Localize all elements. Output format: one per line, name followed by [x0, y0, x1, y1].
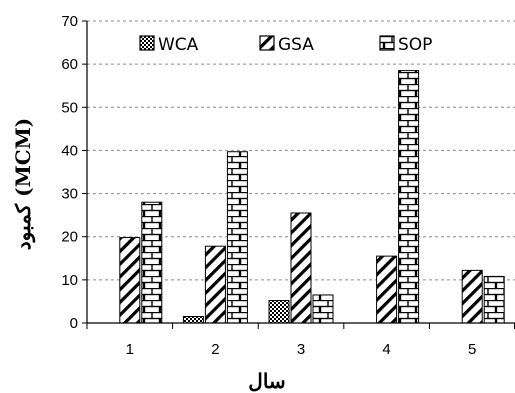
- bar-sop-2: [226, 151, 248, 324]
- x-tick-label-1: 1: [126, 341, 134, 358]
- x-axis-title: سال: [248, 369, 285, 393]
- legend-swatch-sop: [379, 35, 395, 51]
- legend-label-gsa: GSA: [278, 35, 314, 55]
- bars: [119, 70, 505, 324]
- x-tick-label-5: 5: [468, 341, 476, 358]
- bar-sop-1: [141, 201, 163, 324]
- y-tick-label-30: 30: [61, 186, 78, 203]
- x-tick-label-2: 2: [211, 341, 219, 358]
- bar-sop-4: [398, 70, 420, 324]
- gridlines: [87, 20, 515, 281]
- y-tick-label-20: 20: [61, 229, 78, 246]
- y-tick-label-50: 50: [61, 99, 78, 116]
- bar-sop-5: [483, 275, 505, 324]
- y-tick-label-70: 70: [61, 13, 78, 30]
- bar-sop-3: [312, 294, 334, 324]
- x-tick-label-3: 3: [297, 341, 305, 358]
- y-axis-title: کمبود (MCM): [11, 118, 36, 250]
- legend-label-wca: WCA: [158, 35, 199, 55]
- tick-labels: 0 10 20 30 40 50 60 70 1 2 3 4 5: [61, 13, 476, 358]
- y-tick-label-10: 10: [61, 272, 78, 289]
- bar-gsa-4: [376, 255, 398, 324]
- x-tick-label-4: 4: [382, 341, 390, 358]
- y-tick-label-0: 0: [70, 315, 78, 332]
- legend-swatch-gsa: [259, 35, 275, 51]
- bar-gsa-2: [204, 245, 226, 324]
- bar-gsa-5: [461, 269, 483, 324]
- bar-gsa-1: [119, 237, 141, 324]
- bar-wca-2: [182, 316, 204, 324]
- y-tick-label-40: 40: [61, 142, 78, 159]
- bar-gsa-3: [290, 212, 312, 324]
- bar-wca-3: [268, 300, 290, 324]
- legend-swatch-wca: [139, 35, 155, 51]
- legend-label-sop: SOP: [398, 35, 432, 55]
- axes: [82, 20, 515, 329]
- y-tick-label-60: 60: [61, 56, 78, 73]
- legend: WCA GSA SOP: [139, 35, 432, 55]
